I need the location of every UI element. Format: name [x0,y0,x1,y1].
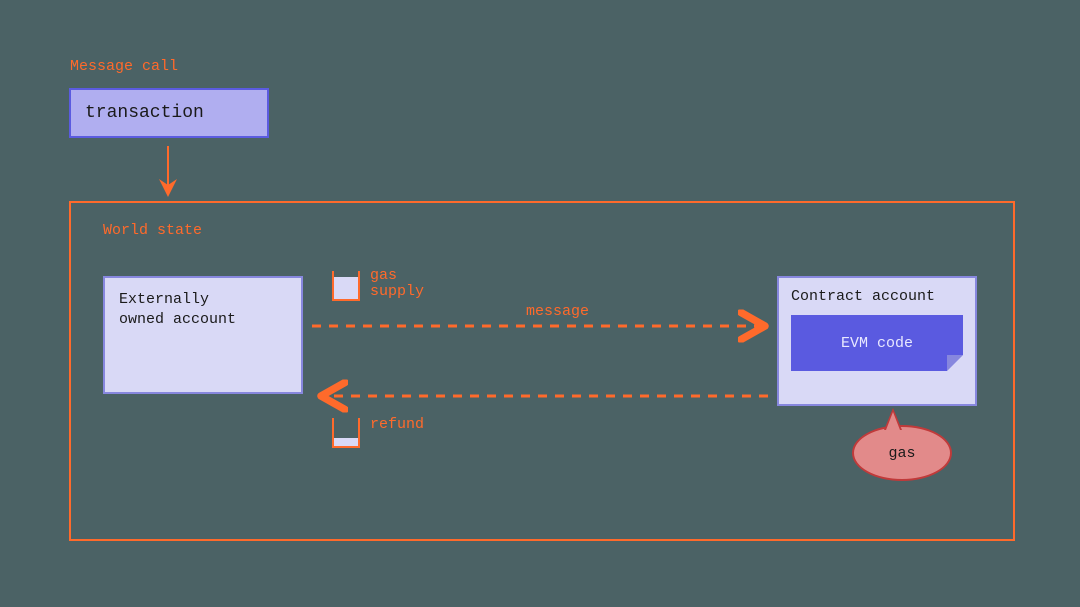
evm-corner-cut [947,355,963,371]
contract-account-title: Contract account [791,288,963,305]
gas-bubble: gas [852,425,952,481]
message-edge-label: message [526,303,589,320]
transaction-node: transaction [69,88,269,138]
contract-account-node: Contract account EVM code [777,276,977,406]
transaction-label: transaction [85,103,204,123]
gas-supply-label-l2: supply [370,283,424,300]
eoa-label-line1: Externally [119,290,287,310]
gas-supply-fill [334,277,358,299]
gas-supply-tank-icon [332,271,360,301]
message-call-label: Message call [70,58,178,75]
refund-tank-icon [332,418,360,448]
refund-label: refund [370,416,424,433]
world-state-label: World state [103,222,202,239]
evm-code-label: EVM code [841,335,913,352]
eoa-label-line2: owned account [119,310,287,330]
eoa-node: Externally owned account [103,276,303,394]
gas-label: gas [888,445,915,462]
gas-speech-tail [886,412,900,430]
refund-fill [334,438,358,446]
gas-supply-label-l1: gas [370,267,397,284]
evm-code-box: EVM code [791,315,963,371]
